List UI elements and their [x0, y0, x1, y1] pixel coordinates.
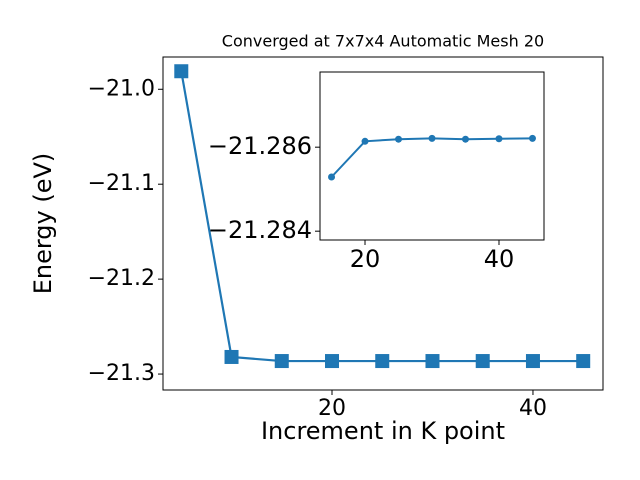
- x-tick-label: 40: [484, 245, 515, 273]
- data-point: [361, 137, 369, 145]
- y-tick-label: −21.0: [88, 76, 155, 101]
- y-axis-label: Energy (eV): [29, 153, 57, 295]
- data-point: [375, 354, 390, 369]
- data-point: [325, 354, 340, 369]
- x-axis-label: Increment in K point: [261, 417, 505, 445]
- data-point: [528, 134, 536, 142]
- data-point: [224, 349, 239, 364]
- data-point: [425, 354, 440, 369]
- data-point: [525, 354, 540, 369]
- data-point: [328, 173, 336, 181]
- y-tick-label: −21.3: [88, 361, 155, 386]
- y-tick-label: −21.284: [208, 216, 312, 244]
- plot-area: [319, 71, 545, 241]
- data-point: [395, 135, 403, 143]
- y-tick-label: −21.286: [208, 132, 312, 160]
- data-point: [495, 135, 503, 143]
- data-point: [174, 64, 189, 79]
- y-tick-label: −21.1: [88, 171, 155, 196]
- x-tick-label: 20: [318, 396, 346, 421]
- data-point: [576, 354, 591, 369]
- x-tick-label: 20: [350, 245, 381, 273]
- y-tick-label: −21.2: [88, 266, 155, 291]
- x-tick-label: 40: [519, 396, 547, 421]
- data-point: [274, 354, 289, 369]
- data-point: [475, 354, 490, 369]
- data-point: [461, 135, 469, 143]
- data-point: [428, 134, 436, 142]
- chart-title: Converged at 7x7x4 Automatic Mesh 20: [222, 32, 544, 51]
